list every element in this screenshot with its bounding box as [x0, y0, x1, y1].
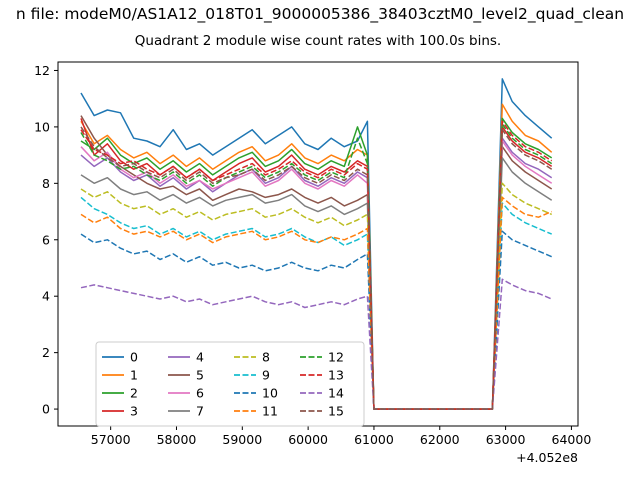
x-tick-label: 63000	[486, 432, 526, 447]
axes-title: Quadrant 2 module wise count rates with …	[134, 33, 502, 49]
y-tick-label: 0	[42, 402, 50, 417]
y-tick-label: 12	[34, 63, 50, 78]
legend-label-8: 8	[262, 350, 270, 365]
x-axis-offset-label: +4.052e8	[516, 450, 578, 465]
legend-label-6: 6	[196, 386, 204, 401]
legend-label-0: 0	[130, 350, 138, 365]
series-line-13	[80, 120, 553, 410]
legend-label-2: 2	[130, 386, 138, 401]
y-tick-label: 6	[42, 232, 50, 247]
series-line-15	[80, 126, 553, 410]
legend-label-3: 3	[130, 404, 138, 419]
legend-label-4: 4	[196, 350, 204, 365]
legend-label-1: 1	[130, 368, 138, 383]
x-tick-label: 60000	[288, 432, 328, 447]
y-tick-label: 8	[42, 176, 50, 191]
x-tick-label: 64000	[552, 432, 592, 447]
x-tick-label: 61000	[354, 432, 394, 447]
legend-label-9: 9	[262, 368, 270, 383]
y-tick-label: 4	[42, 289, 50, 304]
legend-label-13: 13	[328, 368, 344, 383]
legend-label-10: 10	[262, 386, 278, 401]
legend-label-7: 7	[196, 404, 204, 419]
y-tick-label: 10	[34, 119, 50, 134]
x-tick-label: 62000	[420, 432, 460, 447]
legend	[95, 341, 365, 427]
suptitle: n file: modeM0/AS1A12_018T01_9000005386_…	[15, 5, 625, 23]
legend-label-14: 14	[328, 386, 344, 401]
y-tick-label: 2	[42, 345, 50, 360]
legend-label-11: 11	[262, 404, 278, 419]
legend-label-5: 5	[196, 368, 204, 383]
x-tick-label: 58000	[157, 432, 197, 447]
legend-label-12: 12	[328, 350, 344, 365]
series-line-8	[80, 182, 552, 410]
legend-label-15: 15	[328, 404, 344, 419]
x-tick-label: 59000	[222, 432, 262, 447]
x-tick-label: 57000	[91, 432, 131, 447]
